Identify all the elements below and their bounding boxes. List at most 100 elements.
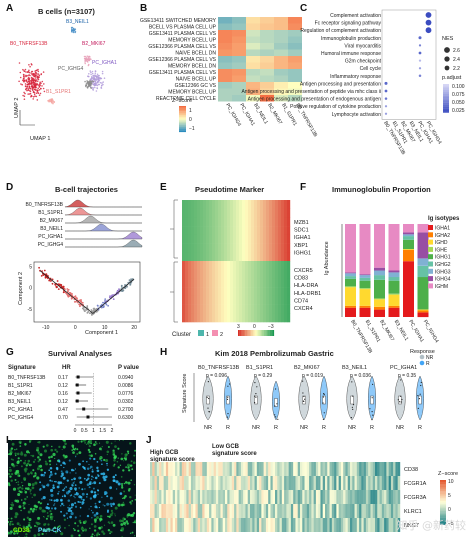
- trajectory-cell: [83, 310, 86, 312]
- if-stain-dot: [79, 501, 81, 504]
- pseudotime-cell: [227, 243, 231, 253]
- if-stain-dot: [24, 460, 27, 462]
- violin-point: [227, 396, 229, 398]
- gcb-heatmap-cell: [188, 518, 192, 532]
- j-legend-title: Z−score: [438, 471, 458, 477]
- pseudotime-scale-step: [264, 330, 266, 336]
- gcb-heatmap-cell: [325, 490, 328, 504]
- gcb-heatmap-cell: [163, 490, 167, 504]
- padj-legend-tick-1: 0.075: [452, 92, 465, 98]
- gcb-heatmap-cell: [175, 490, 178, 504]
- gcb-heatmap-cell: [390, 504, 394, 518]
- gcb-heatmap-cell: [334, 462, 337, 476]
- if-stain-dot: [42, 445, 45, 448]
- gcb-heatmap-cell: [159, 518, 162, 532]
- trajectory-cell: [104, 298, 107, 300]
- gcb-heatmap-cell: [245, 490, 248, 504]
- ig-stacked-segment: [359, 307, 371, 317]
- gcb-heatmap-cell: [322, 476, 326, 490]
- if-stain-dot: [55, 463, 58, 465]
- if-stain-dot: [121, 497, 124, 500]
- gcb-heatmap-cell: [213, 504, 217, 518]
- if-stain-dot: [34, 458, 36, 461]
- ig-stacked-segment: [417, 310, 429, 313]
- ig-stacked-segment: [359, 280, 371, 289]
- panel-i-letter: I: [6, 435, 9, 446]
- if-stain-dot: [57, 526, 59, 529]
- gcb-heatmap-cell: [243, 518, 246, 532]
- pseudotime-cell: [197, 234, 201, 244]
- legend-gradient-step: [179, 106, 186, 108]
- trajectory-y-tick: -5: [28, 307, 33, 313]
- ig-legend-swatch: [428, 246, 433, 252]
- pseudotime-scale-step: [265, 330, 267, 336]
- if-stain-dot: [122, 501, 125, 504]
- gcb-heatmap-cell: [370, 504, 373, 518]
- gcb-heatmap-cell: [190, 476, 194, 490]
- gcb-heatmap-cell: [206, 476, 210, 490]
- gcb-heatmap-cell: [340, 490, 344, 504]
- forest-hr-label: 0.70: [58, 415, 68, 421]
- if-stain-dot: [21, 487, 24, 490]
- pseudotime-cell: [248, 313, 252, 323]
- scale-tick-e-1: 0: [253, 324, 256, 330]
- umap-cell: [33, 85, 35, 88]
- pseudotime-cell: [251, 304, 255, 314]
- pseudotime-cell: [272, 287, 276, 297]
- if-stain-dot: [82, 440, 86, 442]
- heatmap-cell: [246, 75, 260, 82]
- if-stain-dot: [97, 474, 100, 477]
- gcb-heatmap-cell: [318, 518, 321, 532]
- pseudotime-cell: [287, 269, 291, 279]
- if-stain-dot: [114, 515, 116, 517]
- violin-point: [274, 414, 276, 416]
- if-stain-dot: [8, 468, 12, 472]
- violin-point: [417, 407, 419, 409]
- if-stain-dot: [11, 523, 14, 526]
- pseudotime-cell: [245, 200, 249, 210]
- pseudotime-cell: [200, 226, 204, 236]
- gcb-legend-step: [440, 482, 446, 485]
- gcb-heatmap-cell: [345, 462, 348, 476]
- gcb-heatmap-cell: [347, 490, 351, 504]
- heatmap-cell: [260, 23, 274, 30]
- gcb-heatmap-cell: [163, 504, 167, 518]
- if-stain-dot: [38, 522, 41, 525]
- trajectory-cell: [121, 290, 124, 292]
- j-high-label-line2: signature score: [150, 457, 195, 463]
- gcb-heatmap-cell: [156, 518, 160, 532]
- pseudotime-cell: [188, 217, 192, 227]
- if-stain-dot: [78, 519, 82, 523]
- umap-cell: [23, 95, 26, 97]
- if-stain-dot: [14, 478, 17, 481]
- trajectory-cell: [66, 288, 69, 290]
- if-stain-dot: [39, 453, 43, 457]
- panel-j-letter: J: [146, 435, 152, 446]
- if-stain-dot: [127, 469, 131, 472]
- umap-cell: [88, 84, 91, 87]
- pseudotime-cell: [221, 261, 225, 271]
- if-stain-dot: [9, 449, 13, 453]
- pseudotime-cell: [215, 261, 219, 271]
- pseudotime-scale-step: [272, 330, 275, 336]
- pseudotime-cell: [251, 269, 255, 279]
- gcb-heatmap-cell: [215, 504, 219, 518]
- cluster-label-pc-igha1: PC_IGHA1: [92, 60, 117, 66]
- pseudotime-cell: [224, 261, 228, 271]
- gcb-heatmap-cell: [179, 504, 183, 518]
- umap-cell: [25, 71, 27, 73]
- if-stain-dot: [46, 527, 50, 531]
- panel-g-letter: G: [6, 347, 14, 358]
- gcb-heatmap-cell: [231, 476, 235, 490]
- violin-point: [372, 383, 374, 385]
- if-stain-dot: [96, 466, 99, 470]
- if-stain-dot: [70, 534, 74, 537]
- pseudotime-cell: [254, 234, 258, 244]
- gcb-legend-step: [440, 491, 446, 493]
- violin-point: [371, 397, 373, 399]
- gcb-heatmap-cell: [297, 504, 301, 518]
- if-stain-dot: [52, 486, 55, 490]
- pseudotime-cell: [212, 278, 216, 288]
- violin-x-tick: NR: [252, 425, 260, 431]
- pseudotime-cell: [230, 208, 234, 218]
